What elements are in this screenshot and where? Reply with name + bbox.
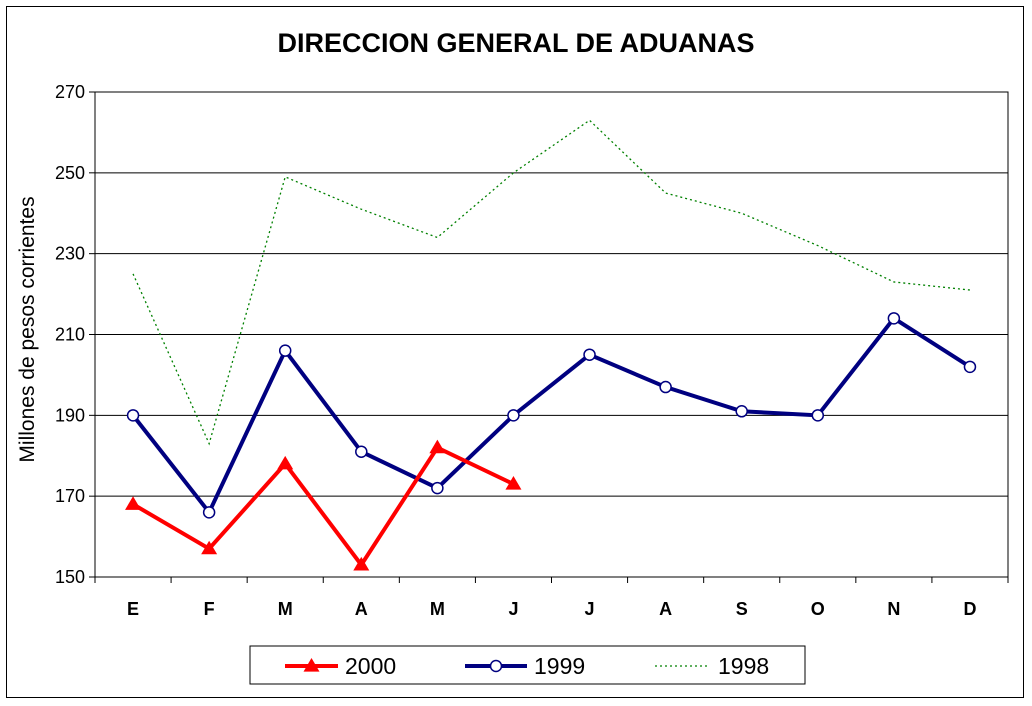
legend: 2000 1999 1998 (249, 645, 806, 685)
y-axis-label: Millones de pesos corrientes (16, 196, 39, 462)
y-tick-label: 190 (55, 405, 85, 425)
x-tick-label: M (278, 599, 293, 619)
x-tick-label: S (736, 599, 748, 619)
x-tick-label: O (811, 599, 825, 619)
data-point-1999 (735, 405, 748, 418)
x-tick-label: J (508, 599, 518, 619)
series-line-1998 (132, 119, 971, 446)
data-point-2000 (125, 496, 142, 510)
x-tick-label: F (204, 599, 215, 619)
x-tick-label: A (355, 599, 368, 619)
y-tick-label: 170 (55, 486, 85, 506)
series-line-2000 (132, 445, 515, 569)
axes: 150 170 190 210 230 250 270 E F M A M J J A S O N D Millone… (16, 82, 1009, 619)
legend-marker-2000 (303, 658, 320, 672)
data-point-1999 (202, 506, 216, 519)
x-tick-label: E (127, 599, 139, 619)
data-point-1999 (583, 348, 596, 361)
data-point-1999 (887, 312, 901, 325)
data-point-1999 (659, 380, 672, 394)
data-point-1999 (355, 445, 368, 458)
gridlines (95, 91, 1008, 497)
data-point-1999 (507, 409, 520, 422)
data-point-2000 (353, 556, 370, 571)
data-point-1999 (963, 360, 977, 374)
x-tick-label: M (430, 599, 445, 619)
x-tick-label: D (963, 599, 976, 619)
data-point-1999 (811, 409, 825, 422)
data-point-1999 (431, 481, 444, 495)
legend-box (249, 645, 806, 685)
y-tick-label: 250 (55, 163, 85, 183)
legend-label-2000: 2000 (345, 653, 396, 679)
x-tick-label: N (887, 599, 900, 619)
data-point-1999 (126, 409, 140, 422)
y-tick-label: 210 (55, 325, 85, 345)
data-point-2000 (201, 540, 218, 555)
y-tick-label: 230 (55, 244, 85, 264)
y-tick-label: 270 (55, 82, 85, 102)
legend-marker-1999 (489, 659, 503, 673)
legend-label-1998: 1998 (718, 653, 769, 679)
series-line-1999 (131, 315, 972, 517)
data-point-2000 (505, 476, 522, 490)
data-point-2000 (277, 455, 294, 470)
chart-title: DIRECCION GENERAL DE ADUANAS (277, 28, 755, 58)
x-tick-label: J (585, 599, 595, 619)
series-lines (125, 119, 977, 571)
x-tick-label: A (659, 599, 672, 619)
y-tick-label: 150 (55, 567, 85, 587)
data-point-1999 (278, 344, 292, 357)
chart-frame (6, 6, 1024, 698)
legend-label-1999: 1999 (534, 653, 585, 679)
data-point-2000 (429, 439, 446, 454)
